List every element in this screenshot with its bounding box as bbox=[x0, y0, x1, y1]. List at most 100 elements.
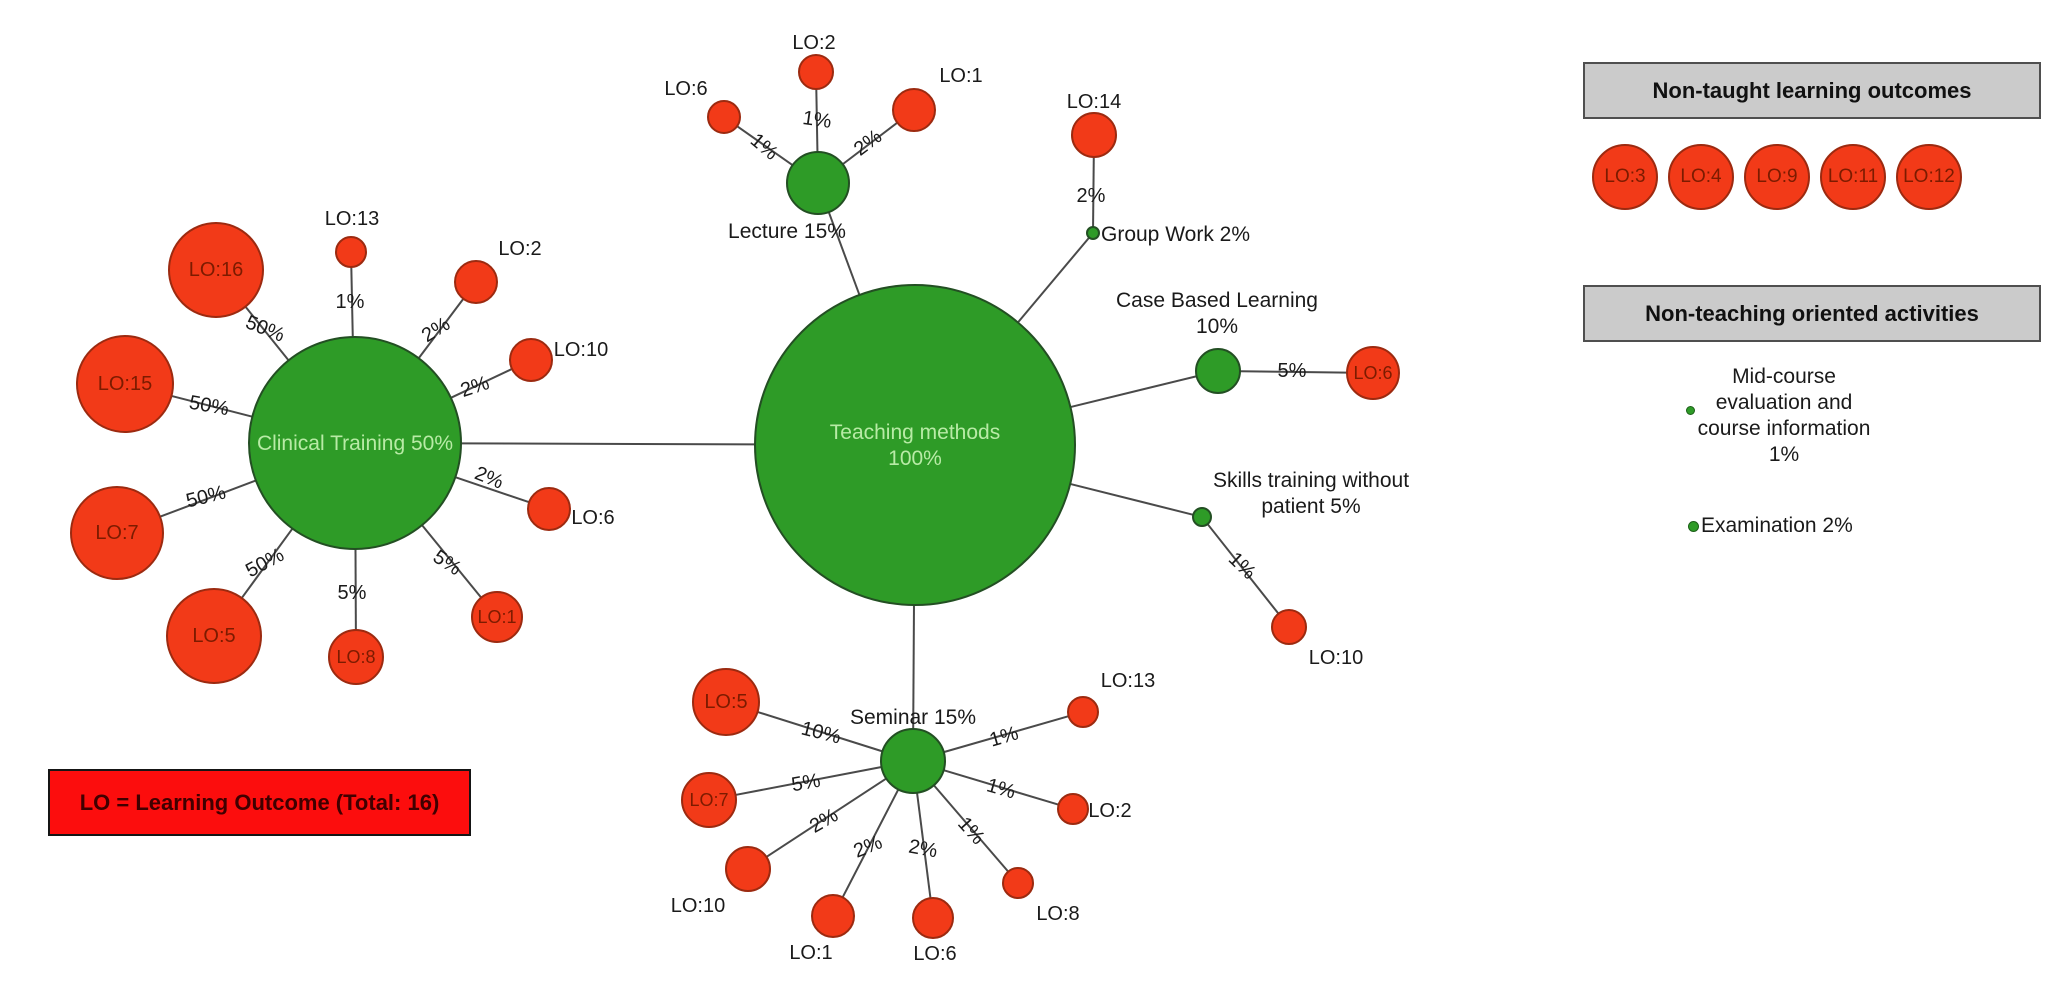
edge-label-clinical-c-lo8: 5% bbox=[338, 582, 367, 604]
edge-teaching-lecture bbox=[827, 211, 861, 296]
node-label-c-lo15: LO:15 bbox=[98, 373, 152, 395]
midcourse-evaluation-label: Mid-course evaluation and course informa… bbox=[1697, 365, 1871, 466]
node-c-lo13 bbox=[335, 236, 367, 268]
non-teaching-panel-header: Non-teaching oriented activities bbox=[1583, 285, 2041, 342]
edge-teaching-seminar bbox=[912, 604, 915, 730]
node-label-se-lo13: LO:13 bbox=[1101, 670, 1155, 692]
node-label-seminar: Seminar 15% bbox=[850, 706, 976, 729]
node-cb-lo6 bbox=[1346, 346, 1400, 400]
edge-seminar-se-lo7 bbox=[735, 766, 882, 796]
edge-label-clinical-c-lo10: 2% bbox=[458, 372, 492, 402]
edge-label-groupwork-g-lo14: 2% bbox=[1077, 185, 1106, 207]
node-label-se-lo8: LO:8 bbox=[1036, 903, 1079, 925]
edge-skills-s-lo10 bbox=[1206, 523, 1280, 615]
edge-groupwork-g-lo14 bbox=[1092, 156, 1095, 228]
edge-seminar-se-lo13 bbox=[943, 715, 1069, 754]
node-label-cbl: Case Based Learning 10% bbox=[1116, 289, 1318, 338]
edge-clinical-c-lo1 bbox=[421, 524, 482, 599]
node-se-lo13 bbox=[1067, 696, 1099, 728]
node-se-lo6 bbox=[912, 897, 954, 939]
non-taught-outcome-lo9: LO:9 bbox=[1744, 144, 1810, 210]
edge-teaching-skills bbox=[1069, 482, 1194, 516]
node-label-cb-lo6: LO:6 bbox=[1353, 363, 1392, 383]
node-label-c-lo10: LO:10 bbox=[554, 339, 608, 361]
node-clinical bbox=[248, 336, 462, 550]
node-c-lo10 bbox=[509, 338, 553, 382]
legend-box: LO = Learning Outcome (Total: 16) bbox=[48, 769, 471, 836]
non-taught-panel-title: Non-taught learning outcomes bbox=[1652, 77, 1972, 103]
edge-label-seminar-se-lo6: 2% bbox=[907, 836, 940, 863]
node-label-groupwork: Group Work 2% bbox=[1101, 223, 1250, 246]
edge-label-clinical-c-lo16: 50% bbox=[242, 311, 288, 346]
edge-clinical-c-lo10 bbox=[450, 368, 513, 399]
edge-seminar-se-lo2 bbox=[943, 769, 1059, 806]
edge-teaching-groupwork bbox=[1017, 236, 1090, 324]
node-label-c-lo7: LO:7 bbox=[95, 522, 138, 544]
node-se-lo5 bbox=[692, 668, 760, 736]
edge-clinical-c-lo6 bbox=[455, 476, 530, 504]
node-se-lo7 bbox=[681, 772, 737, 828]
edge-lecture-l-lo6 bbox=[736, 125, 794, 167]
edge-label-seminar-se-lo13: 1% bbox=[987, 722, 1021, 751]
node-label-c-lo16: LO:16 bbox=[189, 259, 243, 281]
non-teaching-panel-title: Non-teaching oriented activities bbox=[1645, 300, 1979, 326]
node-label-se-lo5: LO:5 bbox=[704, 691, 747, 713]
edge-clinical-c-lo2 bbox=[417, 298, 465, 359]
node-label-l-lo6: LO:6 bbox=[664, 78, 707, 100]
node-c-lo8 bbox=[328, 629, 384, 685]
node-se-lo1 bbox=[811, 894, 855, 938]
node-se-lo10 bbox=[725, 846, 771, 892]
edge-label-clinical-c-lo13: 1% bbox=[336, 291, 365, 313]
node-g-lo14 bbox=[1071, 112, 1117, 158]
node-label-se-lo7: LO:7 bbox=[689, 790, 728, 810]
edge-label-clinical-c-lo15: 50% bbox=[187, 392, 230, 421]
node-c-lo5 bbox=[166, 588, 262, 684]
non-taught-panel-header: Non-taught learning outcomes bbox=[1583, 62, 2041, 119]
node-label-s-lo10: LO:10 bbox=[1309, 647, 1363, 669]
examination-bullet-dot-icon bbox=[1688, 521, 1699, 532]
edge-label-clinical-c-lo5: 50% bbox=[242, 544, 288, 582]
non-taught-outcome-lo4: LO:4 bbox=[1668, 144, 1734, 210]
edge-clinical-c-lo5 bbox=[240, 528, 294, 599]
edge-teaching-cbl bbox=[1070, 375, 1197, 409]
edge-seminar-se-lo5 bbox=[757, 710, 883, 753]
node-l-lo1 bbox=[892, 88, 936, 132]
edge-clinical-c-lo7 bbox=[159, 479, 257, 518]
node-se-lo8 bbox=[1002, 867, 1034, 899]
edge-clinical-c-lo16 bbox=[244, 306, 290, 361]
edge-label-seminar-se-lo1: 2% bbox=[850, 831, 885, 862]
node-label-se-lo6: LO:6 bbox=[913, 943, 956, 965]
edge-label-lecture-l-lo6: 1% bbox=[746, 129, 782, 165]
node-label-se-lo10: LO:10 bbox=[671, 895, 725, 917]
edge-label-seminar-se-lo10: 2% bbox=[806, 804, 842, 838]
node-teaching bbox=[754, 284, 1076, 606]
node-lecture bbox=[786, 151, 850, 215]
node-label-c-lo2: LO:2 bbox=[498, 238, 541, 260]
edge-label-clinical-c-lo1: 5% bbox=[429, 546, 465, 580]
node-label-lecture: Lecture 15% bbox=[728, 220, 846, 243]
node-seminar bbox=[880, 728, 946, 794]
node-se-lo2 bbox=[1057, 793, 1089, 825]
node-label-c-lo5: LO:5 bbox=[192, 625, 235, 647]
edge-label-lecture-l-lo2: 1% bbox=[801, 107, 833, 133]
edge-seminar-se-lo6 bbox=[916, 792, 932, 899]
edge-label-clinical-c-lo7: 50% bbox=[184, 481, 228, 512]
node-label-c-lo13: LO:13 bbox=[325, 208, 379, 230]
node-l-lo2 bbox=[798, 54, 834, 90]
node-label-clinical: Clinical Training 50% bbox=[257, 432, 453, 455]
node-label-c-lo6: LO:6 bbox=[571, 507, 614, 529]
non-taught-outcome-lo12: LO:12 bbox=[1896, 144, 1962, 210]
edge-label-skills-s-lo10: 1% bbox=[1224, 548, 1260, 584]
node-c-lo15 bbox=[76, 335, 174, 433]
edge-cbl-cb-lo6 bbox=[1239, 370, 1348, 374]
edge-lecture-l-lo1 bbox=[842, 121, 898, 166]
node-cbl bbox=[1195, 348, 1241, 394]
edge-clinical-c-lo13 bbox=[350, 266, 354, 338]
node-c-lo6 bbox=[527, 487, 571, 531]
node-c-lo2 bbox=[454, 260, 498, 304]
node-label-se-lo1: LO:1 bbox=[789, 942, 832, 964]
node-label-se-lo2: LO:2 bbox=[1088, 800, 1131, 822]
node-label-g-lo14: LO:14 bbox=[1067, 91, 1121, 113]
